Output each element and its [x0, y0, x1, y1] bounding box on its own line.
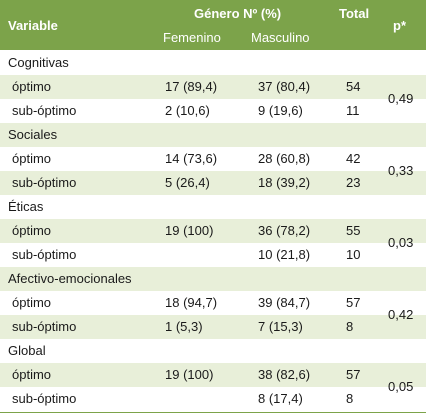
masculino-value: 8 (17,4) [258, 391, 303, 406]
table-row: sub-óptimo 1 (5,3) 7 (15,3) 8 [0, 315, 426, 339]
total-value: 8 [346, 391, 354, 406]
group-label: Cognitivas [8, 55, 69, 70]
group-label: Sociales [8, 127, 58, 142]
header-femenino: Femenino [163, 30, 221, 45]
femenino-value: 18 (94,7) [165, 295, 218, 310]
row-label: óptimo [12, 223, 52, 238]
total-value: 54 [346, 79, 361, 94]
group-row: Cognitivas [0, 51, 426, 75]
masculino-value: 36 (78,2) [258, 223, 311, 238]
header-variable: Variable [8, 18, 58, 33]
masculino-value: 9 (19,6) [258, 103, 303, 118]
total-value: 42 [346, 151, 361, 166]
masculino-value: 18 (39,2) [258, 175, 311, 190]
total-value: 55 [346, 223, 361, 238]
row-label: óptimo [12, 367, 52, 382]
total-value: 23 [346, 175, 361, 190]
row-label: óptimo [12, 151, 52, 166]
total-value: 57 [346, 295, 361, 310]
table-bottom-border [0, 412, 426, 413]
total-value: 57 [346, 367, 361, 382]
femenino-value: 2 (10,6) [165, 103, 210, 118]
table-row: óptimo 19 (100) 36 (78,2) 55 [0, 219, 426, 243]
table-row: óptimo 18 (94,7) 39 (84,7) 57 [0, 291, 426, 315]
femenino-value: 5 (26,4) [165, 175, 210, 190]
table-row: óptimo 14 (73,6) 28 (60,8) 42 [0, 147, 426, 171]
femenino-value: 14 (73,6) [165, 151, 218, 166]
masculino-value: 10 (21,8) [258, 247, 311, 262]
masculino-value: 7 (15,3) [258, 319, 303, 334]
table-row: sub-óptimo 2 (10,6) 9 (19,6) 11 [0, 99, 426, 123]
masculino-value: 39 (84,7) [258, 295, 311, 310]
table-row: óptimo 19 (100) 38 (82,6) 57 [0, 363, 426, 387]
femenino-value: 1 (5,3) [165, 319, 203, 334]
row-label: sub-óptimo [12, 103, 77, 118]
header-genero: Género Nº (%) [194, 6, 282, 21]
group-row: Éticas [0, 195, 426, 219]
group-row: Global [0, 339, 426, 363]
group-label: Afectivo-emocionales [8, 271, 132, 286]
header-p: p* [393, 18, 406, 33]
femenino-value: 17 (89,4) [165, 79, 218, 94]
p-value: 0,33 [388, 163, 414, 178]
masculino-value: 28 (60,8) [258, 151, 311, 166]
masculino-value: 38 (82,6) [258, 367, 311, 382]
group-row: Sociales [0, 123, 426, 147]
header-total: Total [339, 6, 370, 21]
row-label: sub-óptimo [12, 391, 77, 406]
p-value: 0,03 [388, 235, 414, 250]
p-value: 0,42 [388, 307, 414, 322]
header-masculino: Masculino [251, 30, 310, 45]
table-row: sub-óptimo 5 (26,4) 18 (39,2) 23 [0, 171, 426, 195]
table-row: sub-óptimo 10 (21,8) 10 [0, 243, 426, 267]
row-label: sub-óptimo [12, 319, 77, 334]
femenino-value: 19 (100) [165, 223, 214, 238]
row-label: sub-óptimo [12, 247, 77, 262]
table-row: sub-óptimo 8 (17,4) 8 [0, 387, 426, 411]
row-label: óptimo [12, 295, 52, 310]
total-value: 8 [346, 319, 354, 334]
p-value: 0,49 [388, 91, 414, 106]
row-label: óptimo [12, 79, 52, 94]
row-label: sub-óptimo [12, 175, 77, 190]
p-value: 0,05 [388, 379, 414, 394]
group-label: Éticas [8, 199, 44, 214]
table-row: óptimo 17 (89,4) 37 (80,4) 54 [0, 75, 426, 99]
total-value: 10 [346, 247, 361, 262]
table-header: Variable Género Nº (%) Femenino Masculin… [0, 0, 426, 50]
masculino-value: 37 (80,4) [258, 79, 311, 94]
total-value: 11 [346, 103, 360, 118]
group-row: Afectivo-emocionales [0, 267, 426, 291]
group-label: Global [8, 343, 46, 358]
femenino-value: 19 (100) [165, 367, 214, 382]
